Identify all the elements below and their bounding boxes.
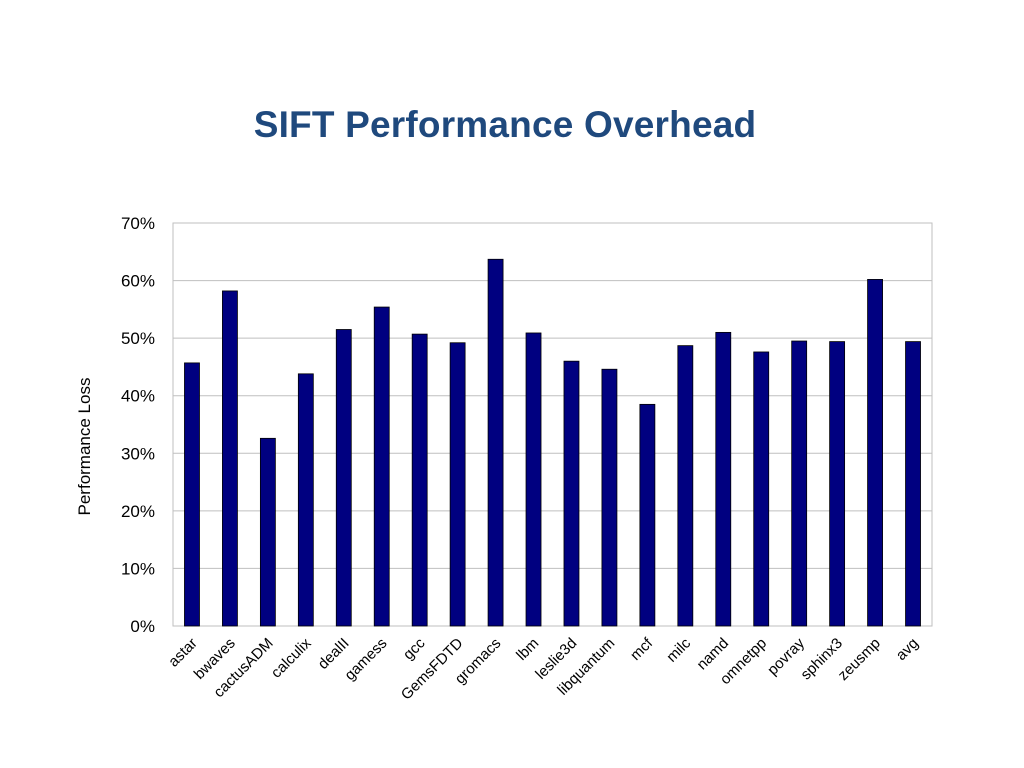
y-tick-label: 30% bbox=[121, 444, 155, 463]
y-axis-tick-labels: 0% 10% 20% 30% 40% 50% 60% 70% bbox=[121, 214, 155, 636]
y-tick-label: 20% bbox=[121, 502, 155, 521]
bar-libquantum bbox=[601, 368, 618, 627]
bar-sphinx3 bbox=[829, 341, 846, 627]
y-tick-label: 10% bbox=[121, 559, 155, 578]
bar-GemsFDTD bbox=[449, 342, 466, 627]
bar-povray bbox=[791, 340, 808, 627]
y-tick-label: 40% bbox=[121, 387, 155, 406]
bar-gromacs bbox=[487, 258, 504, 627]
x-tick-label: gamess bbox=[341, 635, 390, 684]
bar-mcf bbox=[639, 403, 656, 627]
y-tick-label: 70% bbox=[121, 214, 155, 233]
y-tick-label: 0% bbox=[130, 617, 155, 636]
bar-leslie3d bbox=[563, 360, 580, 627]
x-tick-label: gcc bbox=[400, 634, 429, 663]
bar-astar bbox=[184, 362, 200, 627]
x-tick-label: zeusmp bbox=[835, 635, 884, 684]
bars bbox=[184, 258, 921, 627]
y-tick-label: 50% bbox=[121, 329, 155, 348]
bar-omnetpp bbox=[753, 351, 770, 627]
x-tick-label: mcf bbox=[627, 634, 657, 664]
y-axis-title: Performance Loss bbox=[75, 378, 94, 516]
bar-dealII bbox=[335, 329, 352, 627]
bar-gcc bbox=[411, 333, 428, 627]
bar-bwaves bbox=[222, 290, 238, 627]
y-tick-label: 60% bbox=[121, 272, 155, 291]
bar-gamess bbox=[373, 306, 390, 627]
bar-namd bbox=[715, 331, 732, 627]
bar-cactusADM bbox=[259, 437, 276, 627]
gridlines bbox=[173, 280, 932, 569]
x-tick-label: calculix bbox=[268, 634, 315, 681]
bar-calculix bbox=[297, 373, 314, 627]
x-tick-label: avg bbox=[893, 635, 922, 664]
bar-lbm bbox=[525, 332, 542, 627]
bar-zeusmp bbox=[867, 279, 883, 627]
x-tick-label: lbm bbox=[513, 635, 542, 664]
plot-area-border bbox=[172, 222, 933, 627]
slide-title: SIFT Performance Overhead bbox=[253, 104, 757, 145]
bar-milc bbox=[677, 345, 694, 627]
bar-avg bbox=[905, 341, 921, 627]
x-tick-label: milc bbox=[663, 634, 694, 665]
